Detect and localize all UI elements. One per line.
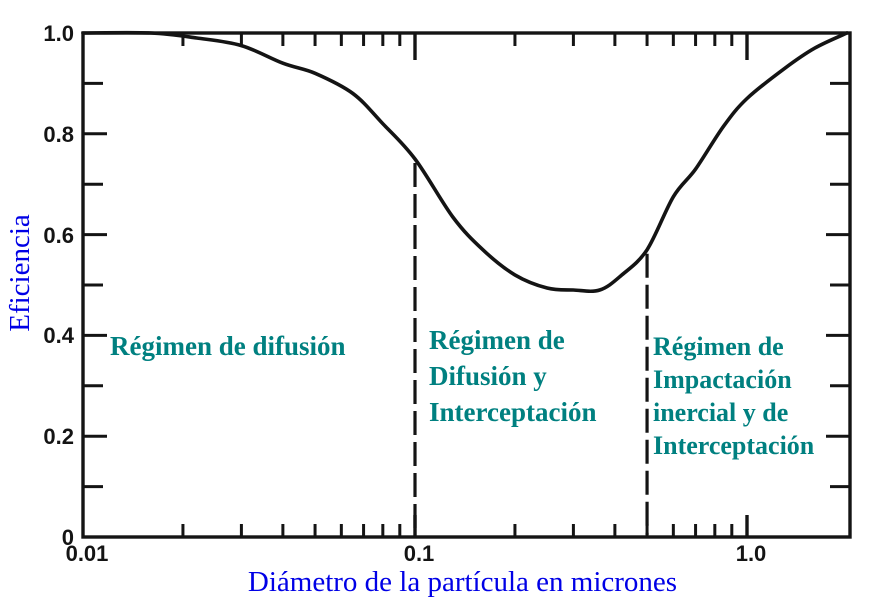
efficiency-curve [81, 30, 849, 294]
x-axis-title: Diámetro de la partícula en micrones [247, 566, 678, 598]
x-tick-label: 1.0 [735, 541, 767, 566]
x-tick-label: 0.1 [403, 541, 435, 566]
region-label-line: Impactación [653, 365, 792, 394]
y-tick-label: 0.4 [43, 323, 74, 349]
region-label-difusion: Régimen de difusión [110, 331, 400, 361]
region-label-line: Interceptación [653, 431, 815, 460]
region-label-impactacion-interceptacion: Régimen de Impactación inercial y de Interc… [653, 330, 863, 462]
y-tick-label: 1.0 [43, 21, 74, 46]
region-label-line: Difusión y [429, 361, 547, 391]
region-label-line: inercial y de [653, 398, 789, 427]
y-tick-label: 0.8 [43, 121, 74, 147]
y-tick-label: 0.6 [43, 222, 74, 248]
region-label-line: Régimen de [653, 332, 784, 361]
region-label-line: Régimen de difusión [110, 331, 346, 361]
region-label-line: Interceptación [429, 397, 597, 427]
y-tick-label: 0.2 [43, 424, 74, 450]
y-tick-label: 0 [61, 525, 74, 550]
y-axis-title: Eficiencia [4, 214, 36, 332]
x-tick-label: 0.01 [65, 541, 109, 566]
region-label-difusion-interceptacion: Régimen de Difusión y Interceptación [429, 322, 644, 430]
region-label-line: Régimen de [429, 325, 565, 355]
